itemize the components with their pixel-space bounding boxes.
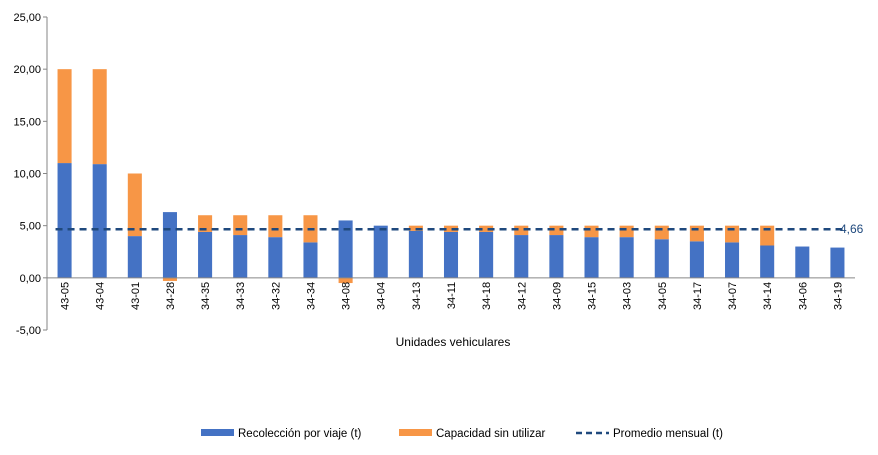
x-tick-label: 34-35 xyxy=(200,282,212,310)
y-tick-label: 15,00 xyxy=(13,116,41,128)
legend-promedio: Promedio mensual (t) xyxy=(576,428,723,440)
legend-swatch xyxy=(201,429,234,436)
bar-capacidad xyxy=(654,225,669,240)
bar-recoleccion xyxy=(654,239,669,278)
x-tick-label: 34-17 xyxy=(692,282,704,310)
x-tick-label: 34-28 xyxy=(165,282,177,310)
bar-recoleccion xyxy=(479,231,494,278)
bar-recoleccion xyxy=(514,235,529,278)
bar-capacidad xyxy=(760,225,775,246)
bar-recoleccion xyxy=(268,237,283,278)
x-tick-label: 34-06 xyxy=(797,282,809,310)
legend-label: Recolección por viaje (t) xyxy=(238,428,362,440)
average-label: 4,66 xyxy=(840,222,864,236)
x-tick-label: 34-18 xyxy=(481,282,493,310)
bar-recoleccion xyxy=(408,230,423,278)
x-tick-label: 34-32 xyxy=(270,282,282,310)
y-tick-label: 5,00 xyxy=(20,221,41,233)
bar-capacidad xyxy=(198,215,213,232)
bar-recoleccion xyxy=(584,237,599,278)
y-axis: -5,00 0,00 5,00 10,00 15,00 20,00 25,00 xyxy=(13,12,48,337)
bar-recoleccion xyxy=(830,247,845,278)
y-tick-label: -5,00 xyxy=(16,325,41,337)
x-axis: 43-05 43-04 43-01 34-28 34-35 34-33 34-32 34-34… xyxy=(47,277,855,310)
bar-capacidad xyxy=(514,225,529,236)
y-tick-label: 20,00 xyxy=(13,64,41,76)
bar-recoleccion xyxy=(127,236,142,278)
bar-capacidad xyxy=(233,215,248,236)
x-tick-label: 34-13 xyxy=(411,282,423,310)
x-tick-label: 34-07 xyxy=(727,282,739,310)
x-tick-label: 34-03 xyxy=(622,282,634,310)
bar-capacidad xyxy=(584,225,599,238)
legend-capacidad: Capacidad sin utilizar xyxy=(399,428,545,440)
bar-capacidad xyxy=(268,215,283,238)
y-tick-label: 25,00 xyxy=(13,12,41,24)
x-tick-label: 34-19 xyxy=(832,282,844,310)
bar-recoleccion xyxy=(338,220,353,278)
bar-recoleccion xyxy=(725,242,740,278)
bar-capacidad xyxy=(338,277,353,284)
bar-capacidad xyxy=(479,225,494,232)
bar-capacidad xyxy=(162,277,177,281)
x-tick-label: 34-15 xyxy=(587,282,599,310)
bar-recoleccion xyxy=(162,212,177,278)
x-tick-label: 34-14 xyxy=(762,282,774,310)
bar-recoleccion xyxy=(373,225,388,278)
x-tick-label: 43-04 xyxy=(95,282,107,310)
bar-recoleccion xyxy=(549,235,564,278)
bar-recoleccion xyxy=(92,164,107,278)
legend-label: Promedio mensual (t) xyxy=(613,428,723,440)
bars xyxy=(57,69,845,284)
y-tick-label: 0,00 xyxy=(20,273,41,285)
x-tick-label: 34-12 xyxy=(516,282,528,310)
bar-recoleccion xyxy=(233,235,248,278)
bar-capacidad xyxy=(443,225,459,232)
legend-swatch xyxy=(399,429,432,436)
legend-recoleccion: Recolección por viaje (t) xyxy=(201,428,362,440)
bar-recoleccion xyxy=(689,241,704,278)
legend-label: Capacidad sin utilizar xyxy=(436,428,545,440)
x-tick-label: 34-11 xyxy=(446,282,458,309)
bar-recoleccion xyxy=(619,237,634,278)
y-tick-label: 10,00 xyxy=(13,169,41,181)
bar-recoleccion xyxy=(303,242,318,278)
x-tick-label: 34-04 xyxy=(376,282,388,310)
x-tick-label: 34-05 xyxy=(657,282,669,310)
bar-capacidad xyxy=(127,173,142,237)
bar-recoleccion xyxy=(443,231,459,278)
x-axis-title: Unidades vehiculares xyxy=(396,335,511,349)
average-line-group: 4,66 xyxy=(55,222,864,236)
bar-capacidad xyxy=(549,225,564,236)
x-tick-label: 34-33 xyxy=(235,282,247,310)
x-tick-label: 43-05 xyxy=(60,282,72,310)
bar-recoleccion xyxy=(760,245,775,278)
x-tick-label: 34-08 xyxy=(341,282,353,310)
bar-capacidad xyxy=(619,225,634,238)
bar-recoleccion xyxy=(57,163,72,278)
x-tick-label: 43-01 xyxy=(130,282,142,310)
legend: Recolección por viaje (t) Capacidad sin u… xyxy=(201,428,723,440)
x-tick-label: 34-34 xyxy=(305,282,317,310)
bar-recoleccion xyxy=(795,246,810,278)
bar-capacidad xyxy=(57,69,72,164)
bar-recoleccion xyxy=(198,231,213,278)
bar-capacidad xyxy=(92,69,107,165)
x-tick-label: 34-09 xyxy=(551,282,563,310)
